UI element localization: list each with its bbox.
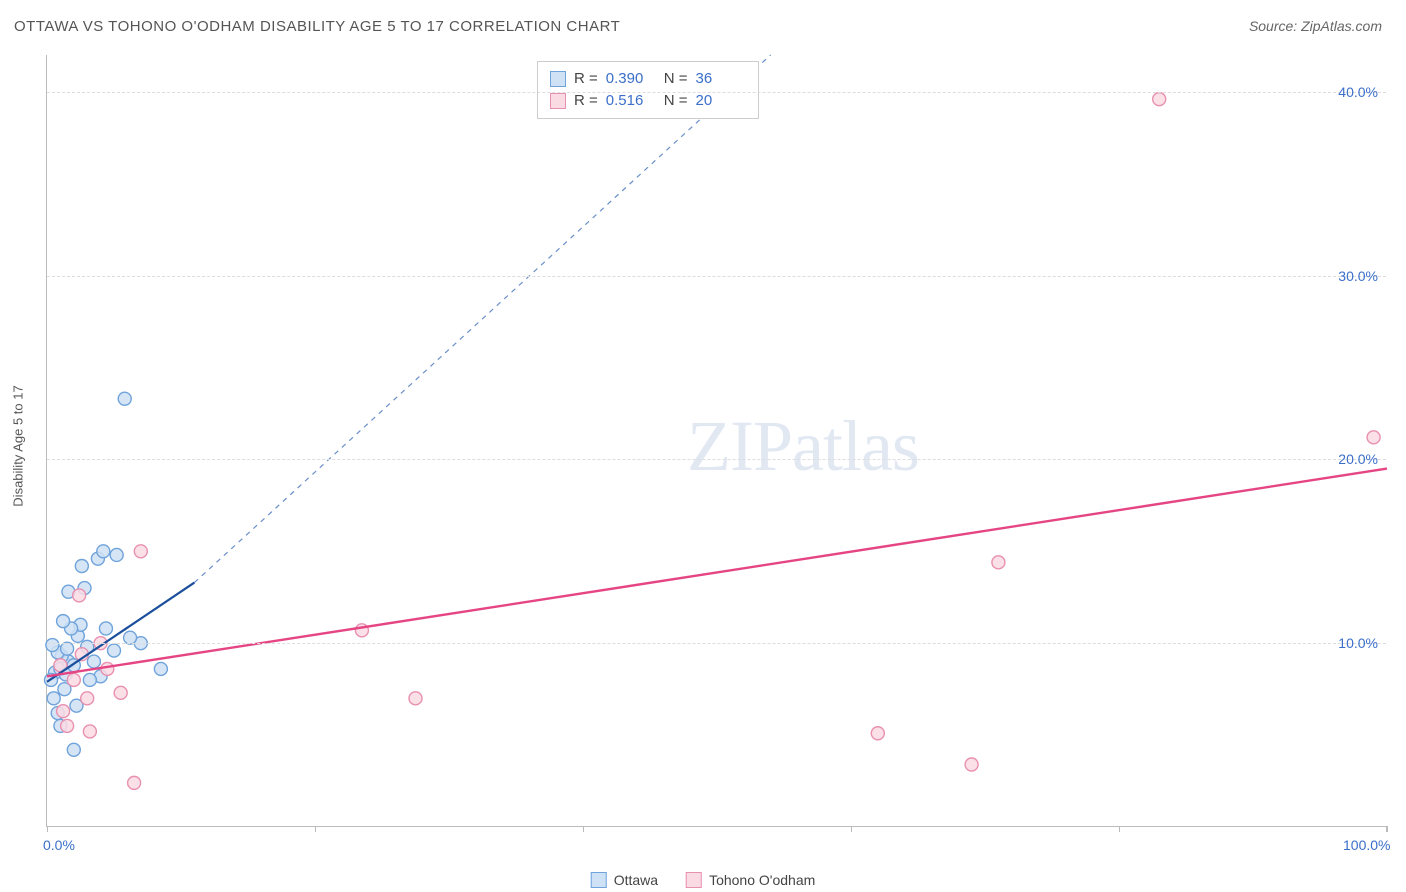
chart-header: OTTAWA VS TOHONO O'ODHAM DISABILITY AGE … bbox=[0, 0, 1406, 47]
y-tick-label: 20.0% bbox=[1338, 451, 1378, 467]
y-tick-label: 40.0% bbox=[1338, 84, 1378, 100]
r-label: R = bbox=[574, 90, 598, 112]
gridline bbox=[47, 459, 1386, 460]
gridline bbox=[47, 276, 1386, 277]
ottawa-label: Ottawa bbox=[614, 872, 658, 888]
legend-row-tohono: R = 0.516 N = 20 bbox=[550, 90, 746, 112]
y-tick-label: 10.0% bbox=[1338, 635, 1378, 651]
ottawa-r-value: 0.390 bbox=[606, 68, 656, 90]
tohono-n-value: 20 bbox=[696, 90, 746, 112]
y-tick-label: 30.0% bbox=[1338, 268, 1378, 284]
watermark-zip: ZIP bbox=[687, 406, 792, 486]
x-tick bbox=[1119, 826, 1120, 832]
x-tick-label: 100.0% bbox=[1343, 837, 1390, 853]
ottawa-swatch bbox=[550, 71, 566, 87]
n-label: N = bbox=[664, 90, 688, 112]
watermark: ZIPatlas bbox=[687, 405, 919, 488]
r-label: R = bbox=[574, 68, 598, 90]
x-tick bbox=[583, 826, 584, 832]
x-tick-label: 0.0% bbox=[43, 837, 75, 853]
gridline bbox=[47, 643, 1386, 644]
chart-plot-area: ZIPatlas R = 0.390 N = 36 R = 0.516 N = … bbox=[46, 55, 1386, 827]
x-tick bbox=[47, 826, 48, 832]
gridline bbox=[47, 92, 1386, 93]
chart-source: Source: ZipAtlas.com bbox=[1249, 18, 1382, 34]
legend-row-ottawa: R = 0.390 N = 36 bbox=[550, 68, 746, 90]
ottawa-n-value: 36 bbox=[696, 68, 746, 90]
tohono-swatch bbox=[550, 93, 566, 109]
watermark-atlas: atlas bbox=[792, 406, 919, 486]
tohono-swatch-icon bbox=[686, 872, 702, 888]
correlation-legend: R = 0.390 N = 36 R = 0.516 N = 20 bbox=[537, 61, 759, 119]
tohono-label: Tohono O'odham bbox=[709, 872, 815, 888]
ottawa-swatch-icon bbox=[591, 872, 607, 888]
tohono-r-value: 0.516 bbox=[606, 90, 656, 112]
y-axis-label: Disability Age 5 to 17 bbox=[11, 385, 26, 506]
legend-item-tohono: Tohono O'odham bbox=[686, 872, 815, 888]
chart-title: OTTAWA VS TOHONO O'ODHAM DISABILITY AGE … bbox=[14, 18, 620, 35]
n-label: N = bbox=[664, 68, 688, 90]
x-tick bbox=[315, 826, 316, 832]
legend-item-ottawa: Ottawa bbox=[591, 872, 658, 888]
x-tick bbox=[851, 826, 852, 832]
x-tick bbox=[1387, 826, 1388, 832]
series-legend: Ottawa Tohono O'odham bbox=[591, 872, 816, 888]
